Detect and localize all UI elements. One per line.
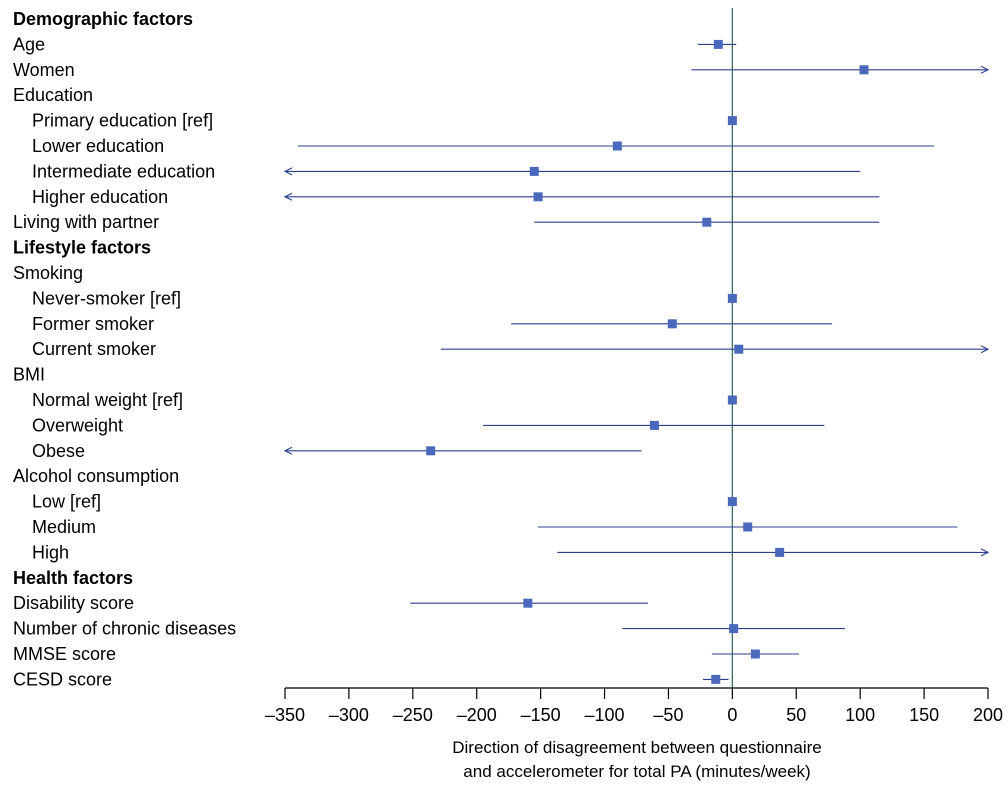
estimate-marker (523, 598, 533, 608)
x-tick-label: 150 (909, 705, 939, 725)
ci-arrow-right (980, 65, 990, 74)
row-label: MMSE score (13, 644, 116, 664)
row-label: Women (13, 60, 75, 80)
estimate-marker (727, 395, 737, 405)
estimate-marker (702, 217, 712, 227)
estimate-marker (727, 293, 737, 303)
ci-arrow-left (283, 192, 293, 201)
estimate-marker (649, 420, 659, 430)
estimate-marker (859, 65, 869, 75)
row-label: Never-smoker [ref] (32, 288, 181, 308)
estimate-marker (729, 624, 739, 634)
confidence-intervals (283, 43, 990, 680)
estimate-marker (529, 166, 539, 176)
x-tick-label: –150 (521, 705, 561, 725)
ci-arrow-right (980, 548, 990, 557)
row-label: Normal weight [ref] (32, 390, 183, 410)
row-label: Intermediate education (32, 161, 215, 181)
estimate-marker (612, 141, 622, 151)
estimate-marker (426, 446, 436, 456)
ci-arrow-left (283, 167, 293, 176)
estimate-marker (667, 319, 677, 329)
row-label: Obese (32, 441, 85, 461)
ci-arrow-left (283, 446, 293, 455)
estimate-marker (711, 674, 721, 684)
x-tick-label: –300 (329, 705, 369, 725)
row-label: Lower education (32, 136, 164, 156)
row-label: Age (13, 34, 45, 54)
row-label: Disability score (13, 593, 134, 613)
x-tick-label: 50 (786, 705, 806, 725)
row-label: Smoking (13, 263, 83, 283)
x-tick-label: –250 (393, 705, 433, 725)
x-tick-label: –50 (653, 705, 683, 725)
estimate-marker (713, 39, 723, 49)
estimate-marker (533, 192, 543, 202)
section-heading: Lifestyle factors (13, 238, 151, 258)
row-labels: Demographic factors Age Women Education Prim… (13, 9, 236, 689)
estimate-marker (727, 116, 737, 126)
row-label: Low [ref] (32, 492, 101, 512)
row-label: CESD score (13, 669, 112, 689)
x-tick-label: 100 (845, 705, 875, 725)
estimate-marker (734, 344, 744, 354)
row-label: Alcohol consumption (13, 466, 179, 486)
row-label: Higher education (32, 187, 168, 207)
estimate-marker (727, 497, 737, 507)
section-heading: Health factors (13, 568, 133, 588)
estimate-marker (743, 522, 753, 532)
row-label: Former smoker (32, 314, 154, 334)
x-tick-label: 200 (973, 705, 1003, 725)
row-label: Primary education [ref] (32, 111, 213, 131)
row-label: BMI (13, 365, 45, 385)
x-axis-title-line-1: Direction of disagreement between questi… (452, 738, 822, 757)
x-tick-label: –100 (585, 705, 625, 725)
x-tick-label: –350 (265, 705, 305, 725)
estimate-marker (775, 547, 785, 557)
ci-arrow-right (980, 345, 990, 354)
x-tick-label: –200 (457, 705, 497, 725)
row-label: Education (13, 85, 93, 105)
x-axis: –350 –300 –250 –200 –150 –100 –50 0 50 100 150 200 (265, 687, 1003, 725)
row-label: High (32, 542, 69, 562)
row-label: Number of chronic diseases (13, 619, 236, 639)
x-axis-title-line-2: and accelerometer for total PA (minutes/… (463, 762, 810, 781)
row-label: Medium (32, 517, 96, 537)
row-label: Living with partner (13, 212, 159, 232)
section-heading: Demographic factors (13, 9, 193, 29)
row-label: Overweight (32, 415, 123, 435)
row-label: Current smoker (32, 339, 156, 359)
point-estimates (426, 39, 869, 684)
estimate-marker (750, 649, 760, 659)
x-tick-label: 0 (727, 705, 737, 725)
